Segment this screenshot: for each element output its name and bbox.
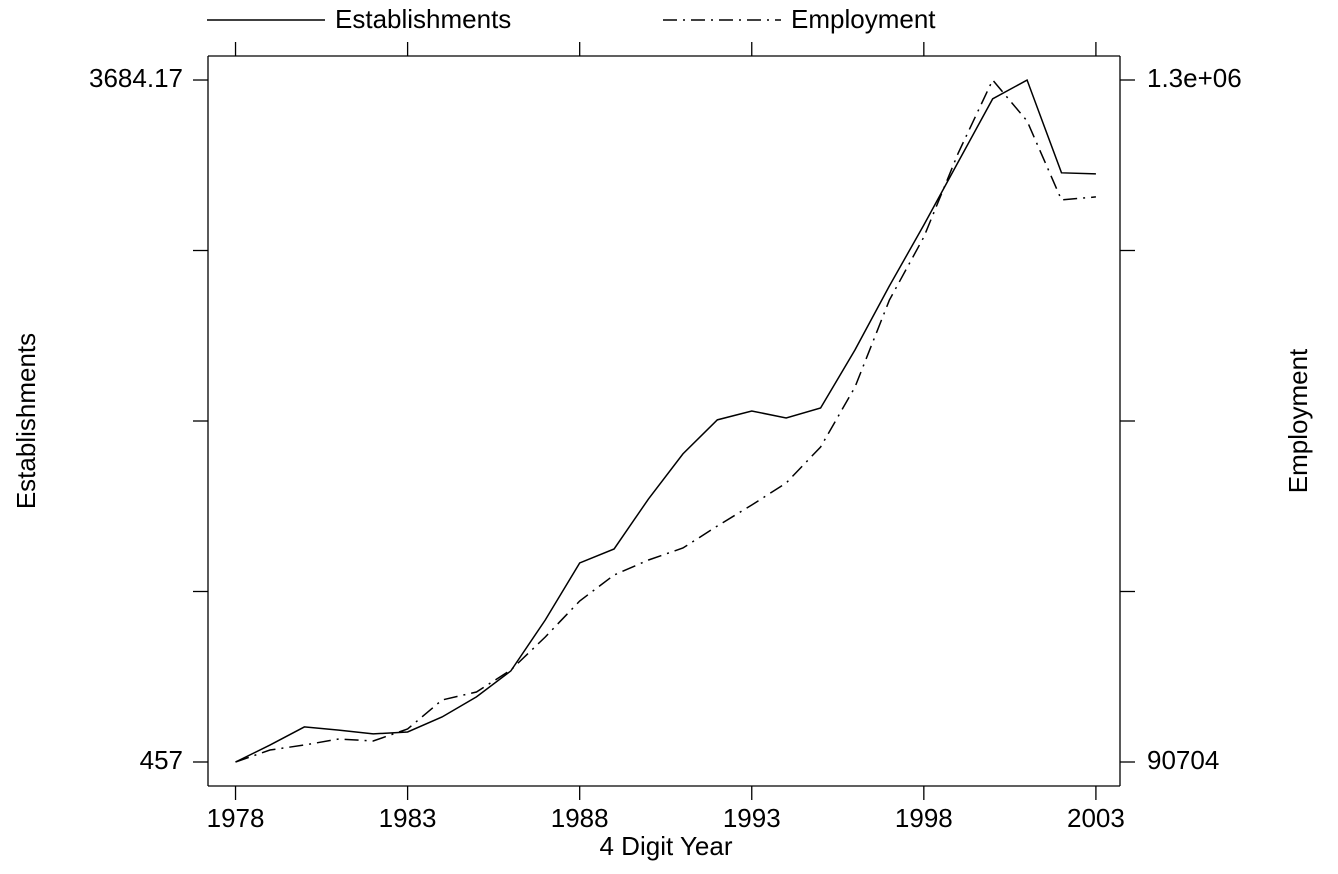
series-line: [235, 78, 1096, 763]
y-tick-label: 457: [140, 745, 183, 775]
y2-tick-label: 1.3e+06: [1147, 63, 1242, 93]
series-line: [235, 78, 1096, 763]
x-tick-label: 1988: [551, 803, 609, 833]
y-tick-label: 3684.17: [89, 63, 183, 93]
x-tick-label: 1983: [379, 803, 437, 833]
y2-axis-title: Employment: [1283, 348, 1313, 493]
x-tick-label: 1998: [895, 803, 953, 833]
x-tick-label: 2003: [1067, 803, 1125, 833]
y2-tick-label: 90704: [1147, 745, 1219, 775]
y-axis-title: Establishments: [11, 333, 41, 509]
legend-label: Establishments: [335, 4, 511, 34]
x-tick-label: 1993: [723, 803, 781, 833]
legend-label: Employment: [791, 4, 936, 34]
x-tick-label: 1978: [207, 803, 265, 833]
x-axis-title: 4 Digit Year: [600, 831, 733, 861]
